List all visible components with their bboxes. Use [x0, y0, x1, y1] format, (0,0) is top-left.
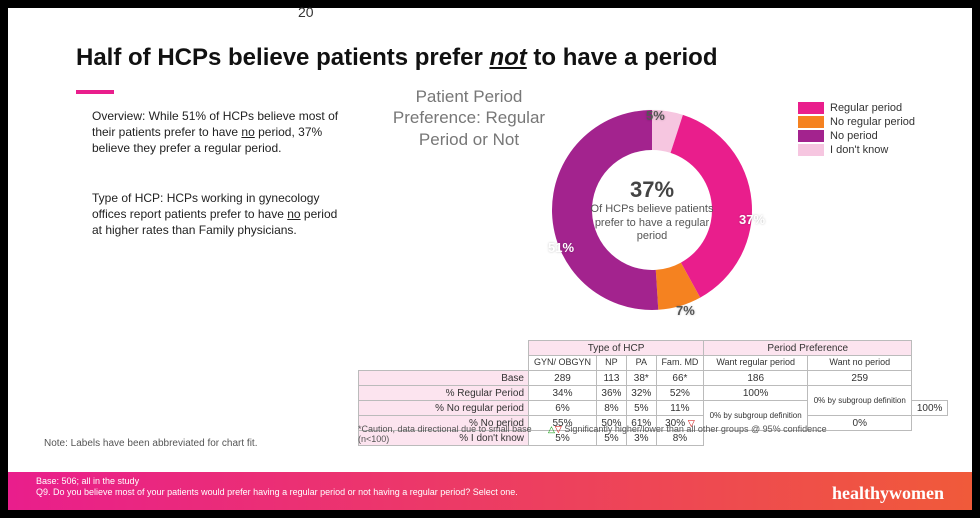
legend-swatch — [798, 144, 824, 156]
donut-pct-label: 37% — [739, 212, 765, 227]
sig-legend-text: Significantly higher/lower than all othe… — [562, 424, 827, 434]
table-cell: 8% — [597, 401, 627, 416]
table-cell: 100% — [912, 401, 948, 416]
page-number: 20 — [298, 4, 314, 20]
table-col-header: Want regular period — [704, 356, 808, 371]
chart-title: Patient Period Preference: Regular Perio… — [374, 86, 564, 150]
table-col-header: Fam. MD — [656, 356, 703, 371]
typehcp-label: Type of HCP: — [92, 191, 163, 205]
table-cell: 38* — [626, 371, 656, 386]
table-row-label: % No regular period — [359, 401, 529, 416]
legend-swatch — [798, 130, 824, 142]
table-group-header: Period Preference — [704, 341, 912, 356]
table-cell: 113 — [597, 371, 627, 386]
footer-line2: Q9. Do you believe most of your patients… — [36, 487, 518, 498]
table-col-header: Want no period — [808, 356, 912, 371]
donut-center: 37% Of HCPs believe patients prefer to h… — [587, 177, 717, 243]
table-cell: 0% by subgroup definition — [808, 386, 912, 416]
table-cell: 11% — [656, 401, 703, 416]
table-cell: 5% — [626, 401, 656, 416]
table-cell: 36% — [597, 386, 627, 401]
legend-label: Regular period — [830, 102, 902, 114]
table-row-label: Base — [359, 371, 529, 386]
table-group-header: Type of HCP — [529, 341, 704, 356]
legend-swatch — [798, 116, 824, 128]
table-cell: 32% — [626, 386, 656, 401]
typehcp-under: no — [287, 207, 300, 221]
footer-bar: Base: 506; all in the study Q9. Do you b… — [8, 472, 972, 510]
donut-pct-label: 51% — [548, 240, 574, 255]
overview-text: Overview: While 51% of HCPs believe most… — [92, 108, 342, 157]
accent-bar — [76, 90, 114, 94]
overview-label: Overview: — [92, 109, 145, 123]
legend-item: I don't know — [798, 144, 958, 156]
table-col-header: PA — [626, 356, 656, 371]
donut-chart: 37% Of HCPs believe patients prefer to h… — [542, 100, 762, 320]
table-row-label: % Regular Period — [359, 386, 529, 401]
table-cell: 52% — [656, 386, 703, 401]
table-cell: 259 — [808, 371, 912, 386]
table-cell: 289 — [529, 371, 597, 386]
donut-pct-label: 7% — [676, 303, 695, 318]
legend-label: No period — [830, 130, 878, 142]
chart-legend: Regular period No regular period No period… — [798, 102, 958, 158]
footer-brand: healthywomen — [832, 482, 944, 505]
donut-pct-label: 5% — [646, 108, 665, 123]
significance-legend: △▽ Significantly higher/lower than all o… — [548, 425, 827, 435]
title-underline: not — [489, 44, 526, 71]
legend-swatch — [798, 102, 824, 114]
legend-item: No period — [798, 130, 958, 142]
legend-label: I don't know — [830, 144, 888, 156]
title-pre: Half of HCPs believe patients prefer — [76, 44, 489, 71]
table-cell: 6% — [529, 401, 597, 416]
table-col-header: GYN/ OBGYN — [529, 356, 597, 371]
table-cell: 34% — [529, 386, 597, 401]
table-cell: 66* — [656, 371, 703, 386]
slide-title: Half of HCPs believe patients prefer not… — [76, 44, 717, 72]
note-labels: Note: Labels have been abbreviated for c… — [44, 438, 257, 449]
table-cell: 100% — [704, 386, 808, 401]
donut-center-big: 37% — [587, 177, 717, 203]
typehcp-text: Type of HCP: HCPs working in gynecology … — [92, 190, 342, 239]
slide: 20 Half of HCPs believe patients prefer … — [8, 8, 972, 510]
table-cell: 186 — [704, 371, 808, 386]
footer-left: Base: 506; all in the study Q9. Do you b… — [36, 476, 518, 499]
overview-under: no — [241, 125, 254, 139]
caution-note: *Caution, data directional due to small … — [358, 425, 538, 445]
legend-item: No regular period — [798, 116, 958, 128]
legend-item: Regular period — [798, 102, 958, 114]
footer-line1: Base: 506; all in the study — [36, 476, 518, 487]
table-col-header: NP — [597, 356, 627, 371]
donut-center-text: Of HCPs believe patients prefer to have … — [591, 203, 714, 241]
legend-label: No regular period — [830, 116, 915, 128]
title-post: to have a period — [527, 44, 718, 71]
